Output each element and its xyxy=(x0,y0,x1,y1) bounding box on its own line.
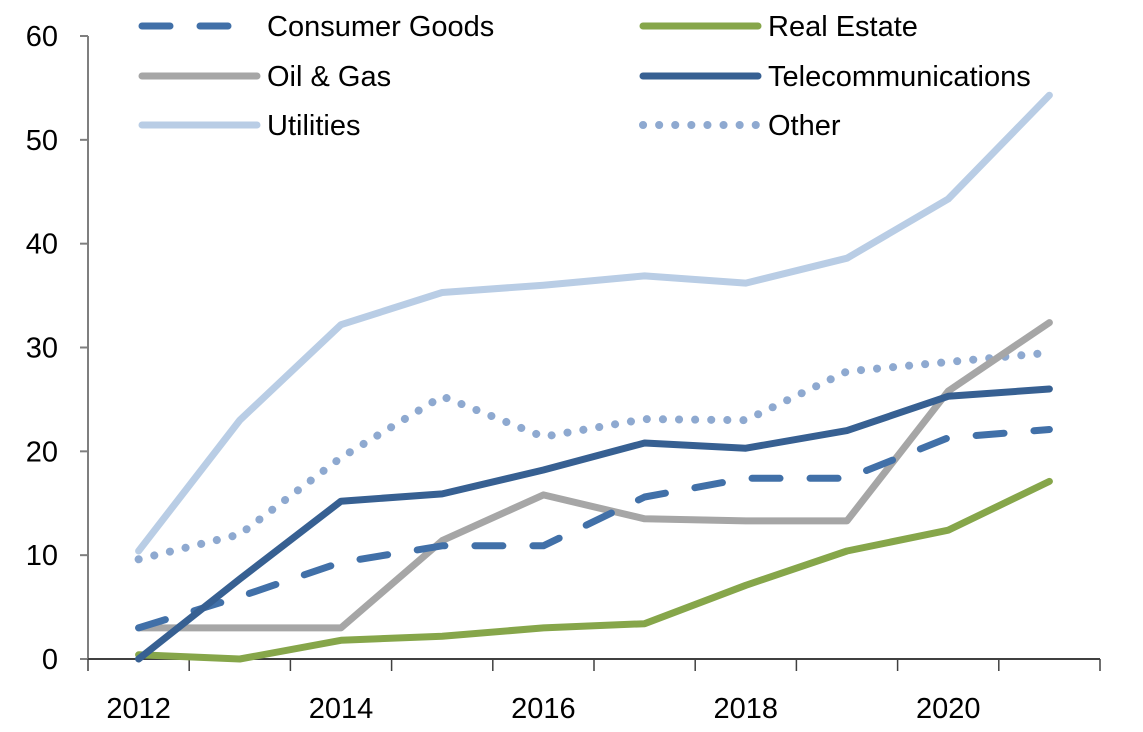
legend-label: Consumer Goods xyxy=(267,11,494,43)
series-line-telecommunications xyxy=(135,385,1053,663)
legend-label: Other xyxy=(768,110,841,142)
series-line-utilities xyxy=(135,91,1053,555)
y-tick-label: 10 xyxy=(26,540,58,572)
legend-label: Oil & Gas xyxy=(267,61,391,93)
legend-item-other: Other xyxy=(639,110,841,142)
series-line-consumer-goods xyxy=(135,426,1053,632)
series-line-real-estate xyxy=(135,477,1053,663)
y-tick-label: 20 xyxy=(26,436,58,468)
y-tick-label: 40 xyxy=(26,229,58,261)
x-tick-label: 2020 xyxy=(916,693,981,725)
axes: 0 10 20 30 40 50 60 2012 2014 2016 2018 2020 xyxy=(26,21,1101,725)
legend-item-real-estate: Real Estate xyxy=(639,11,918,43)
x-tick-label: 2016 xyxy=(511,693,576,725)
series-line-oil-gas xyxy=(135,319,1053,632)
legend-label: Telecommunications xyxy=(768,61,1031,93)
x-tick-label: 2012 xyxy=(106,693,171,725)
legend-item-consumer-goods: Consumer Goods xyxy=(138,11,494,43)
x-tick-label: 2018 xyxy=(714,693,779,725)
legend-item-oil-gas: Oil & Gas xyxy=(138,61,391,93)
legend: Consumer Goods Real Estate Oil & Gas Teleco… xyxy=(138,11,1031,142)
legend-label: Utilities xyxy=(267,110,360,142)
y-tick-label: 0 xyxy=(42,644,58,676)
y-tick-label: 30 xyxy=(26,333,58,365)
legend-label: Real Estate xyxy=(768,11,918,43)
legend-item-telecommunications: Telecommunications xyxy=(639,61,1031,93)
series-layer xyxy=(134,91,1054,663)
legend-item-utilities: Utilities xyxy=(138,110,360,142)
y-tick-label: 60 xyxy=(26,21,58,53)
y-tick-label: 50 xyxy=(26,125,58,157)
x-tick-label: 2014 xyxy=(309,693,374,725)
